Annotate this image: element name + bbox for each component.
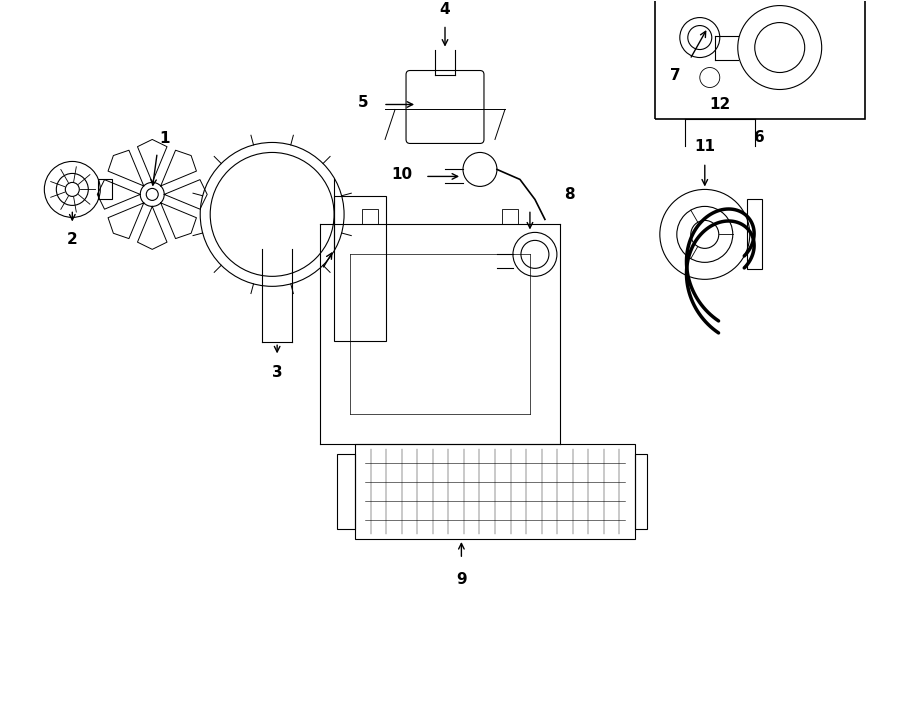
- Text: 11: 11: [694, 139, 716, 154]
- Text: 5: 5: [358, 95, 368, 110]
- Bar: [634, 454, 647, 529]
- Text: 7: 7: [670, 68, 680, 83]
- Text: 8: 8: [564, 187, 575, 202]
- Bar: [338, 454, 356, 529]
- Bar: [98, 180, 112, 199]
- Bar: [362, 209, 378, 225]
- Text: 12: 12: [709, 97, 731, 112]
- Text: 2: 2: [67, 232, 77, 247]
- Text: 3: 3: [272, 365, 283, 379]
- Text: 4: 4: [440, 2, 450, 17]
- Text: 6: 6: [754, 130, 765, 145]
- Text: 9: 9: [456, 572, 467, 586]
- Bar: [334, 196, 386, 341]
- Bar: [655, 0, 865, 120]
- Bar: [502, 209, 518, 225]
- Text: 1: 1: [159, 131, 169, 146]
- Bar: [747, 199, 761, 270]
- Text: 10: 10: [392, 167, 412, 182]
- Bar: [356, 444, 634, 539]
